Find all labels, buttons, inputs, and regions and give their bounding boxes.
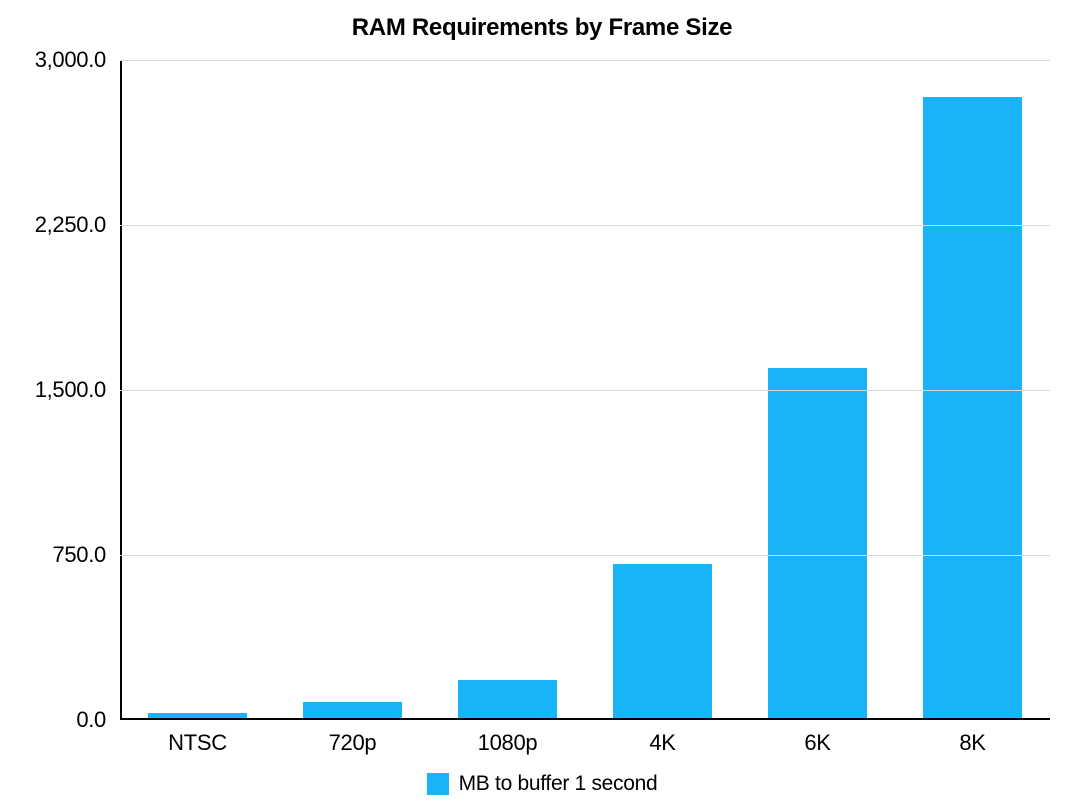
gridline (120, 60, 1050, 61)
bar (458, 680, 557, 718)
x-tick-label: 1080p (478, 730, 538, 756)
legend-swatch (427, 773, 449, 795)
x-tick-label: 720p (329, 730, 377, 756)
bar (768, 368, 867, 718)
gridline (120, 225, 1050, 226)
x-tick-label: 8K (959, 730, 985, 756)
bar (303, 702, 402, 718)
bar (613, 564, 712, 718)
y-tick-label: 750.0 (52, 542, 106, 568)
x-tick-label: NTSC (168, 730, 227, 756)
bar (148, 713, 247, 718)
gridline (120, 555, 1050, 556)
bar (923, 97, 1022, 718)
x-tick-label: 4K (649, 730, 675, 756)
plot-area: 0.0750.01,500.02,250.03,000.0NTSC720p108… (120, 60, 1050, 720)
bar-chart-container: RAM Requirements by Frame Size 0.0750.01… (0, 0, 1084, 812)
x-tick-label: 6K (804, 730, 830, 756)
y-tick-label: 0.0 (76, 707, 106, 733)
y-tick-label: 3,000.0 (35, 47, 106, 73)
chart-title: RAM Requirements by Frame Size (0, 14, 1084, 42)
legend-label: MB to buffer 1 second (459, 772, 658, 796)
y-tick-label: 1,500.0 (35, 377, 106, 403)
legend: MB to buffer 1 second (0, 772, 1084, 800)
y-tick-label: 2,250.0 (35, 212, 106, 238)
gridline (120, 390, 1050, 391)
